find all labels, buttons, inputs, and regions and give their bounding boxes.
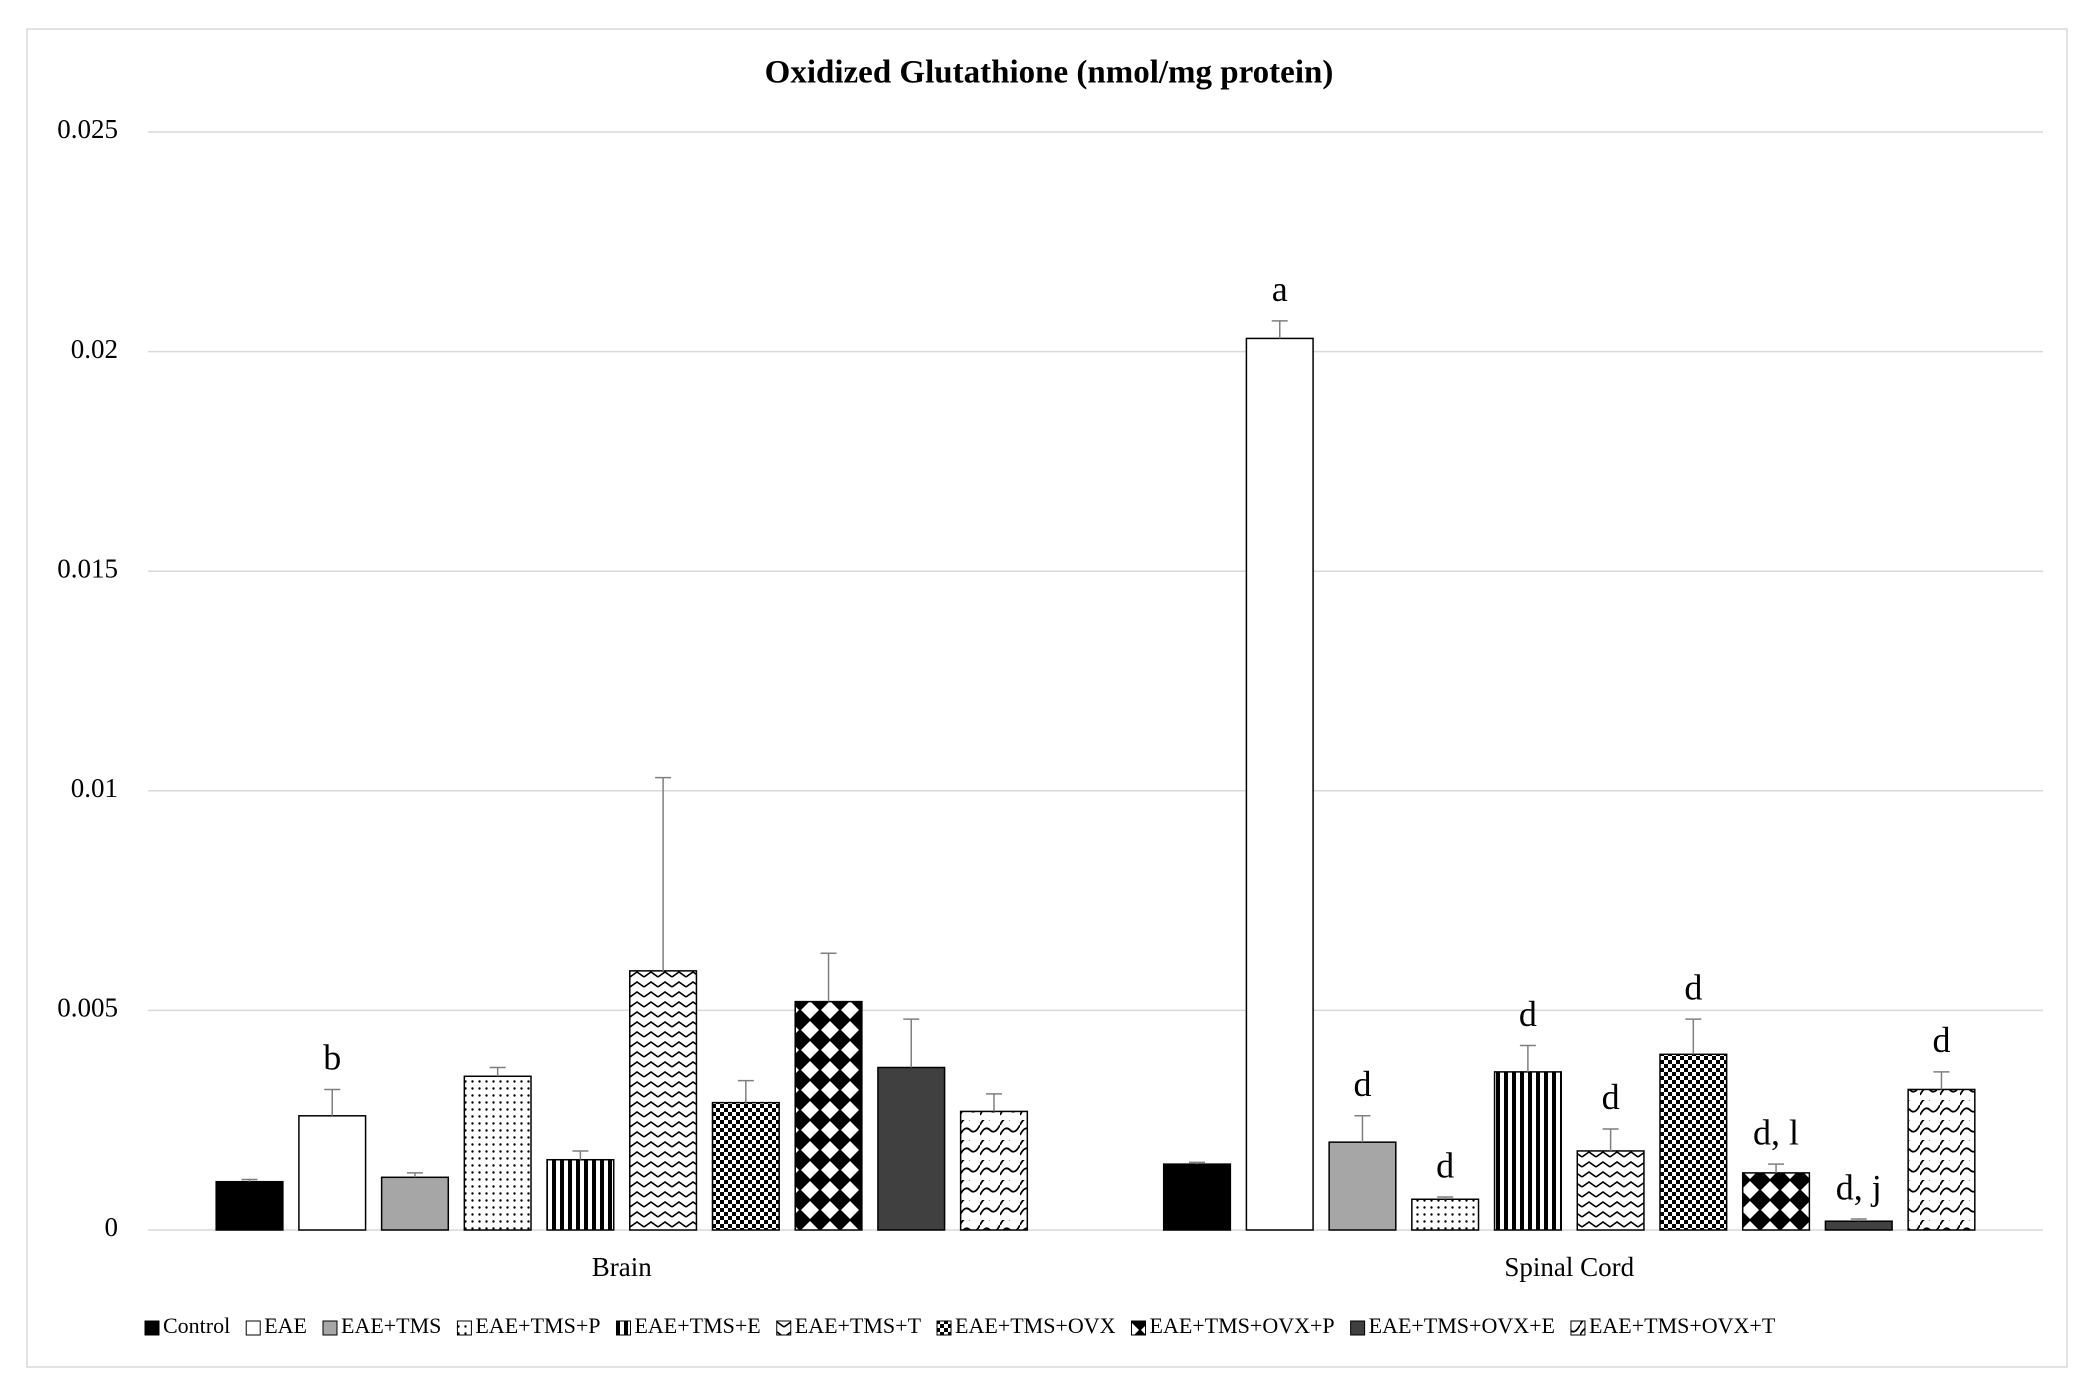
legend-swatch	[1350, 1320, 1366, 1336]
legend-swatch	[776, 1320, 792, 1336]
legend-swatch	[322, 1320, 338, 1336]
annotation: d	[1436, 1145, 1454, 1185]
annotation: d	[1353, 1064, 1371, 1104]
bar	[463, 1075, 532, 1231]
legend-label: EAE+TMS	[341, 1313, 441, 1338]
y-tick-label: 0.005	[57, 993, 118, 1023]
bar	[1907, 1088, 1976, 1231]
bar	[794, 1000, 863, 1231]
annotation: d, j	[1836, 1167, 1882, 1207]
bar	[1411, 1198, 1480, 1231]
legend-label: EAE+TMS+OVX+E	[1369, 1313, 1555, 1338]
y-tick-label: 0.015	[57, 553, 118, 583]
y-tick-label: 0.02	[71, 334, 118, 364]
legend-label: EAE+TMS+OVX	[955, 1313, 1116, 1338]
legend-swatch	[456, 1320, 472, 1336]
y-tick-label: 0	[105, 1212, 119, 1242]
bar	[1576, 1150, 1645, 1231]
legend-label: EAE+TMS+E	[634, 1313, 760, 1338]
y-tick-label: 0.01	[71, 773, 118, 803]
annotation: d	[1602, 1077, 1620, 1117]
annotation: d	[1684, 967, 1702, 1007]
x-tick-label: Spinal Cord	[1504, 1252, 1634, 1282]
legend-label: EAE+TMS+T	[795, 1313, 922, 1338]
bar	[629, 970, 698, 1231]
bar	[711, 1101, 780, 1231]
legend-swatch	[144, 1320, 160, 1336]
annotation: d, l	[1753, 1112, 1799, 1152]
annotation: d	[1932, 1020, 1950, 1060]
bar	[1162, 1163, 1232, 1231]
bar	[1824, 1220, 1893, 1231]
legend-swatch	[245, 1320, 261, 1336]
legend-swatch	[936, 1320, 952, 1336]
legend-label: Control	[163, 1313, 230, 1338]
legend-swatch	[1570, 1320, 1586, 1336]
chart-title: Oxidized Glutathione (nmol/mg protein)	[765, 55, 1334, 91]
legend-label: EAE	[264, 1313, 307, 1338]
annotation: d	[1519, 994, 1537, 1034]
x-tick-label: Brain	[592, 1252, 652, 1282]
bar	[1245, 337, 1314, 1231]
bar	[1741, 1172, 1811, 1231]
legend-label: EAE+TMS+OVX+T	[1589, 1313, 1776, 1338]
bar	[1328, 1141, 1397, 1231]
legend-label: EAE+TMS+P	[475, 1313, 600, 1338]
bar	[215, 1180, 284, 1231]
bar	[546, 1158, 615, 1231]
y-tick-label: 0.025	[57, 114, 118, 144]
bar	[959, 1110, 1029, 1231]
bar	[1659, 1053, 1728, 1231]
legend-swatch	[1131, 1320, 1146, 1336]
bar	[877, 1066, 946, 1231]
legend-label: EAE+TMS+OVX+P	[1150, 1313, 1335, 1338]
annotation: b	[323, 1038, 341, 1078]
legend-swatch	[615, 1320, 631, 1336]
bar	[1493, 1071, 1562, 1231]
bar	[298, 1115, 367, 1231]
bar	[380, 1176, 450, 1231]
annotation: a	[1272, 269, 1288, 309]
